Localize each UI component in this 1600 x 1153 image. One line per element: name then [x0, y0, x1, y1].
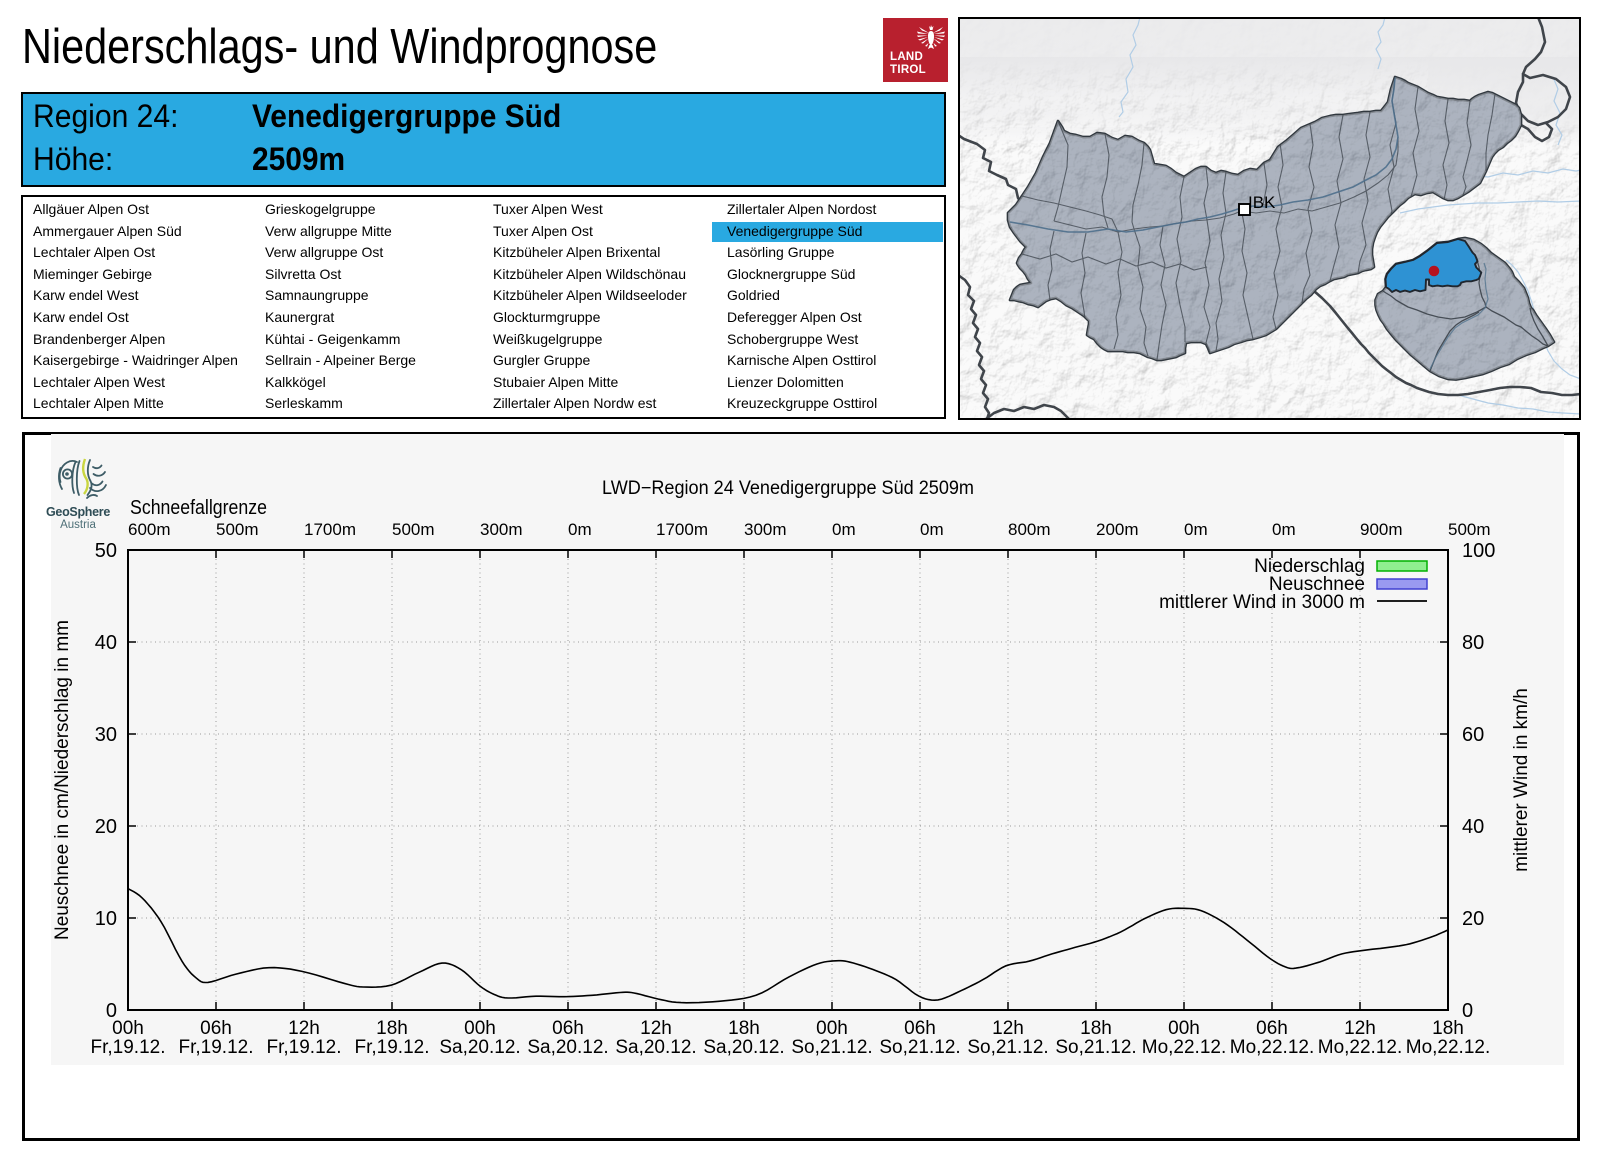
svg-text:0m: 0m [1272, 520, 1296, 539]
svg-text:900m: 900m [1360, 520, 1403, 539]
svg-text:60: 60 [1462, 724, 1484, 746]
svg-text:600m: 600m [128, 520, 171, 539]
svg-text:50: 50 [95, 540, 117, 562]
svg-text:500m: 500m [392, 520, 435, 539]
svg-text:12h: 12h [992, 1018, 1024, 1039]
svg-text:mittlerer Wind in 3000 m: mittlerer Wind in 3000 m [1159, 592, 1365, 613]
svg-text:80: 80 [1462, 632, 1484, 654]
svg-text:So,21.12.: So,21.12. [879, 1037, 960, 1058]
svg-text:Sa,20.12.: Sa,20.12. [527, 1037, 608, 1058]
svg-text:Mo,22.12.: Mo,22.12. [1230, 1037, 1315, 1058]
svg-text:30: 30 [95, 724, 117, 746]
svg-text:06h: 06h [1256, 1018, 1288, 1039]
svg-text:mittlerer Wind in km/h: mittlerer Wind in km/h [1511, 688, 1532, 872]
svg-text:00h: 00h [464, 1018, 496, 1039]
svg-text:Niederschlag: Niederschlag [1254, 556, 1365, 577]
svg-text:300m: 300m [480, 520, 523, 539]
svg-text:Neuschnee in cm/Niederschlag i: Neuschnee in cm/Niederschlag in mm [52, 620, 73, 940]
svg-text:0m: 0m [568, 520, 592, 539]
svg-text:200m: 200m [1096, 520, 1139, 539]
svg-text:So,21.12.: So,21.12. [1055, 1037, 1136, 1058]
svg-text:0m: 0m [1184, 520, 1208, 539]
svg-text:00h: 00h [1168, 1018, 1200, 1039]
svg-text:06h: 06h [552, 1018, 584, 1039]
svg-text:10: 10 [95, 908, 117, 930]
svg-text:18h: 18h [1432, 1018, 1464, 1039]
svg-text:00h: 00h [816, 1018, 848, 1039]
svg-text:06h: 06h [904, 1018, 936, 1039]
svg-text:GeoSphere: GeoSphere [46, 505, 110, 519]
svg-text:Mo,22.12.: Mo,22.12. [1318, 1037, 1403, 1058]
svg-text:12h: 12h [288, 1018, 320, 1039]
svg-text:40: 40 [1462, 816, 1484, 838]
svg-text:0: 0 [106, 1000, 117, 1022]
svg-text:18h: 18h [728, 1018, 760, 1039]
svg-text:Neuschnee: Neuschnee [1269, 574, 1365, 595]
svg-text:12h: 12h [640, 1018, 672, 1039]
svg-text:18h: 18h [376, 1018, 408, 1039]
svg-text:Sa,20.12.: Sa,20.12. [615, 1037, 696, 1058]
svg-text:300m: 300m [744, 520, 787, 539]
svg-text:Austria: Austria [60, 519, 96, 531]
svg-text:Fr,19.12.: Fr,19.12. [91, 1037, 166, 1058]
svg-text:12h: 12h [1344, 1018, 1376, 1039]
svg-text:LWD−Region 24 Venedigergruppe: LWD−Region 24 Venedigergruppe Süd 2509m [602, 478, 974, 499]
svg-text:20: 20 [1462, 908, 1484, 930]
svg-text:1700m: 1700m [656, 520, 708, 539]
svg-text:Schneefallgrenze: Schneefallgrenze [130, 497, 267, 519]
svg-text:So,21.12.: So,21.12. [791, 1037, 872, 1058]
svg-text:18h: 18h [1080, 1018, 1112, 1039]
svg-text:So,21.12.: So,21.12. [967, 1037, 1048, 1058]
svg-text:500m: 500m [1448, 520, 1491, 539]
svg-text:0m: 0m [920, 520, 944, 539]
svg-text:06h: 06h [200, 1018, 232, 1039]
svg-text:500m: 500m [216, 520, 259, 539]
svg-text:40: 40 [95, 632, 117, 654]
svg-text:Sa,20.12.: Sa,20.12. [703, 1037, 784, 1058]
svg-text:100: 100 [1462, 540, 1495, 562]
svg-text:1700m: 1700m [304, 520, 356, 539]
svg-text:Mo,22.12.: Mo,22.12. [1142, 1037, 1227, 1058]
svg-text:800m: 800m [1008, 520, 1051, 539]
svg-text:Fr,19.12.: Fr,19.12. [355, 1037, 430, 1058]
svg-text:0m: 0m [832, 520, 856, 539]
svg-text:0: 0 [1462, 1000, 1473, 1022]
svg-text:Mo,22.12.: Mo,22.12. [1406, 1037, 1491, 1058]
svg-text:Fr,19.12.: Fr,19.12. [179, 1037, 254, 1058]
svg-text:00h: 00h [112, 1018, 144, 1039]
svg-text:Sa,20.12.: Sa,20.12. [439, 1037, 520, 1058]
svg-text:Fr,19.12.: Fr,19.12. [267, 1037, 342, 1058]
svg-text:IBK: IBK [1248, 193, 1276, 212]
svg-text:20: 20 [95, 816, 117, 838]
